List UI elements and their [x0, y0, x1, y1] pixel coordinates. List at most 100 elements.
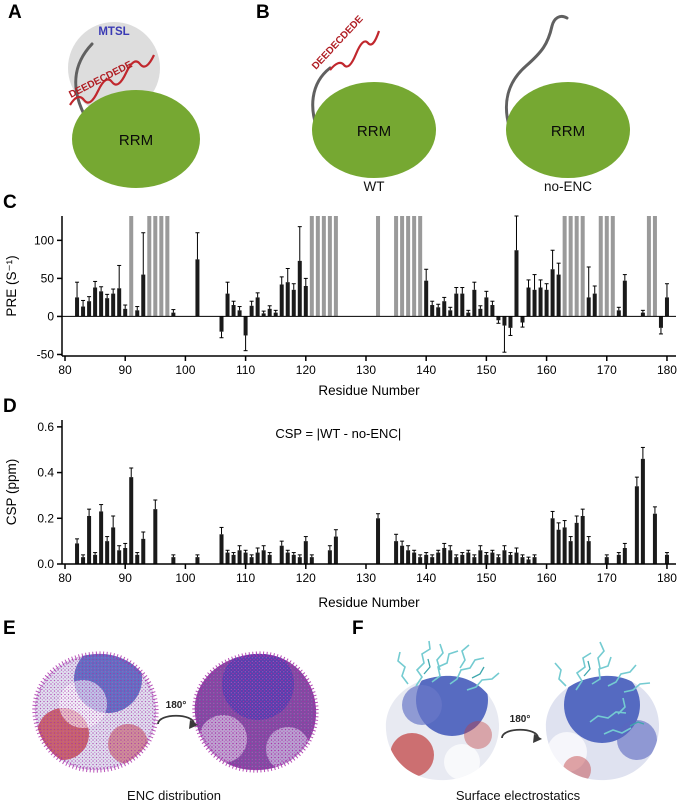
- chart-annotation: CSP = |WT - no-ENC|: [275, 426, 401, 441]
- data-bar: [448, 310, 453, 317]
- x-tick-label: 140: [416, 363, 436, 377]
- data-bar: [237, 550, 242, 564]
- rna-sticks-front: [397, 640, 500, 691]
- x-tick-label: 100: [175, 571, 195, 585]
- gray-bar: [165, 216, 170, 317]
- data-bar: [303, 541, 308, 564]
- x-tick-label: 100: [175, 363, 195, 377]
- data-bar: [658, 316, 663, 328]
- data-bar: [472, 557, 477, 564]
- data-bar: [640, 458, 645, 564]
- data-bar: [117, 288, 122, 317]
- data-bar: [622, 548, 627, 564]
- x-tick-label: 90: [119, 571, 133, 585]
- data-bar: [568, 541, 573, 564]
- rrm-domain: [312, 82, 436, 178]
- panel-e-caption: ENC distribution: [127, 788, 221, 803]
- data-bar: [664, 297, 669, 317]
- data-bar: [297, 260, 302, 317]
- gray-bar: [562, 216, 567, 317]
- data-bar: [153, 509, 158, 564]
- panel-d-label: D: [3, 396, 17, 417]
- data-bar: [508, 316, 513, 328]
- data-bar: [279, 545, 284, 564]
- panel-f-label: F: [352, 618, 364, 639]
- panel-c-label: C: [3, 192, 17, 213]
- data-bar: [466, 312, 471, 317]
- data-bar: [309, 557, 314, 564]
- gray-bar: [309, 216, 314, 317]
- x-axis-label: Residue Number: [318, 383, 420, 398]
- data-bar: [616, 554, 621, 564]
- enc-squiggle: [69, 54, 155, 106]
- gray-bar: [147, 216, 152, 317]
- data-bar: [412, 552, 417, 564]
- gray-bar: [376, 216, 381, 317]
- rna-sticks-front-dark: [423, 658, 485, 679]
- y-tick-label: 0.6: [37, 420, 54, 434]
- x-tick-label: 180: [657, 363, 677, 377]
- panel-f-illustration: 180°: [385, 640, 660, 781]
- data-bar: [454, 293, 459, 317]
- gray-bar: [129, 216, 134, 317]
- data-bar: [592, 293, 597, 317]
- data-bar: [87, 516, 92, 564]
- gray-bar: [652, 216, 657, 317]
- rrm-label: RRM: [119, 132, 153, 149]
- x-tick-label: 90: [119, 363, 133, 377]
- gray-bar: [418, 216, 423, 317]
- data-bar: [538, 287, 543, 317]
- y-tick-label: 0.0: [37, 557, 54, 571]
- rotation-180-icon: 180°: [501, 714, 542, 743]
- data-bar: [267, 554, 272, 564]
- panel-a-label: A: [8, 2, 22, 23]
- data-bar: [285, 282, 290, 317]
- x-tick-label: 80: [58, 571, 72, 585]
- disordered-tail: [505, 14, 569, 142]
- data-bar: [249, 557, 254, 564]
- x-tick-label: 170: [597, 363, 617, 377]
- enc-mesh-back: [194, 653, 317, 771]
- data-bar: [195, 557, 200, 564]
- wt-caption: WT: [364, 179, 385, 194]
- data-bar: [129, 477, 134, 564]
- data-bar: [556, 529, 561, 564]
- x-tick-label: 110: [236, 363, 255, 377]
- data-bar: [514, 552, 519, 564]
- panel-b-noenc-illustration: RRM no-ENC: [505, 14, 630, 194]
- data-bar: [105, 298, 110, 317]
- data-bar: [243, 316, 248, 336]
- data-bar: [664, 554, 669, 564]
- data-bar: [219, 534, 224, 564]
- y-tick-label: 100: [34, 233, 54, 247]
- data-bar: [219, 316, 224, 332]
- data-bar: [225, 293, 230, 317]
- data-bar: [135, 310, 140, 317]
- data-bar: [514, 250, 519, 317]
- rrm-domain: [506, 82, 630, 178]
- x-axis-label: Residue Number: [318, 595, 420, 610]
- data-bar: [556, 274, 561, 317]
- data-bar: [255, 297, 260, 317]
- gray-bar: [333, 216, 338, 317]
- data-bar: [508, 554, 513, 564]
- data-bar: [430, 557, 435, 564]
- data-bar: [502, 316, 507, 326]
- y-tick-label: 50: [41, 271, 55, 285]
- data-bar: [490, 552, 495, 564]
- x-tick-label: 160: [537, 571, 557, 585]
- data-bar: [562, 527, 567, 564]
- data-bar: [616, 310, 621, 317]
- panel-e-label: E: [3, 618, 16, 639]
- data-bar: [532, 289, 537, 317]
- x-tick-label: 80: [58, 363, 72, 377]
- gray-bar: [327, 216, 332, 317]
- data-bar: [249, 305, 254, 317]
- data-bar: [99, 291, 104, 317]
- data-bar: [604, 557, 609, 564]
- x-tick-label: 120: [296, 571, 316, 585]
- data-bar: [123, 548, 128, 564]
- data-bar: [141, 274, 146, 317]
- data-bar: [273, 312, 278, 317]
